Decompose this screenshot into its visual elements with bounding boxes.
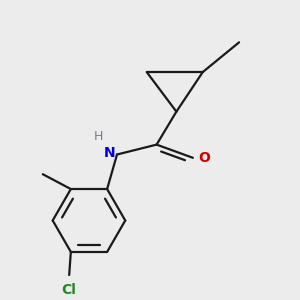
Text: Cl: Cl xyxy=(62,283,76,297)
Text: O: O xyxy=(198,151,210,165)
Text: H: H xyxy=(94,130,104,143)
Text: N: N xyxy=(104,146,116,160)
